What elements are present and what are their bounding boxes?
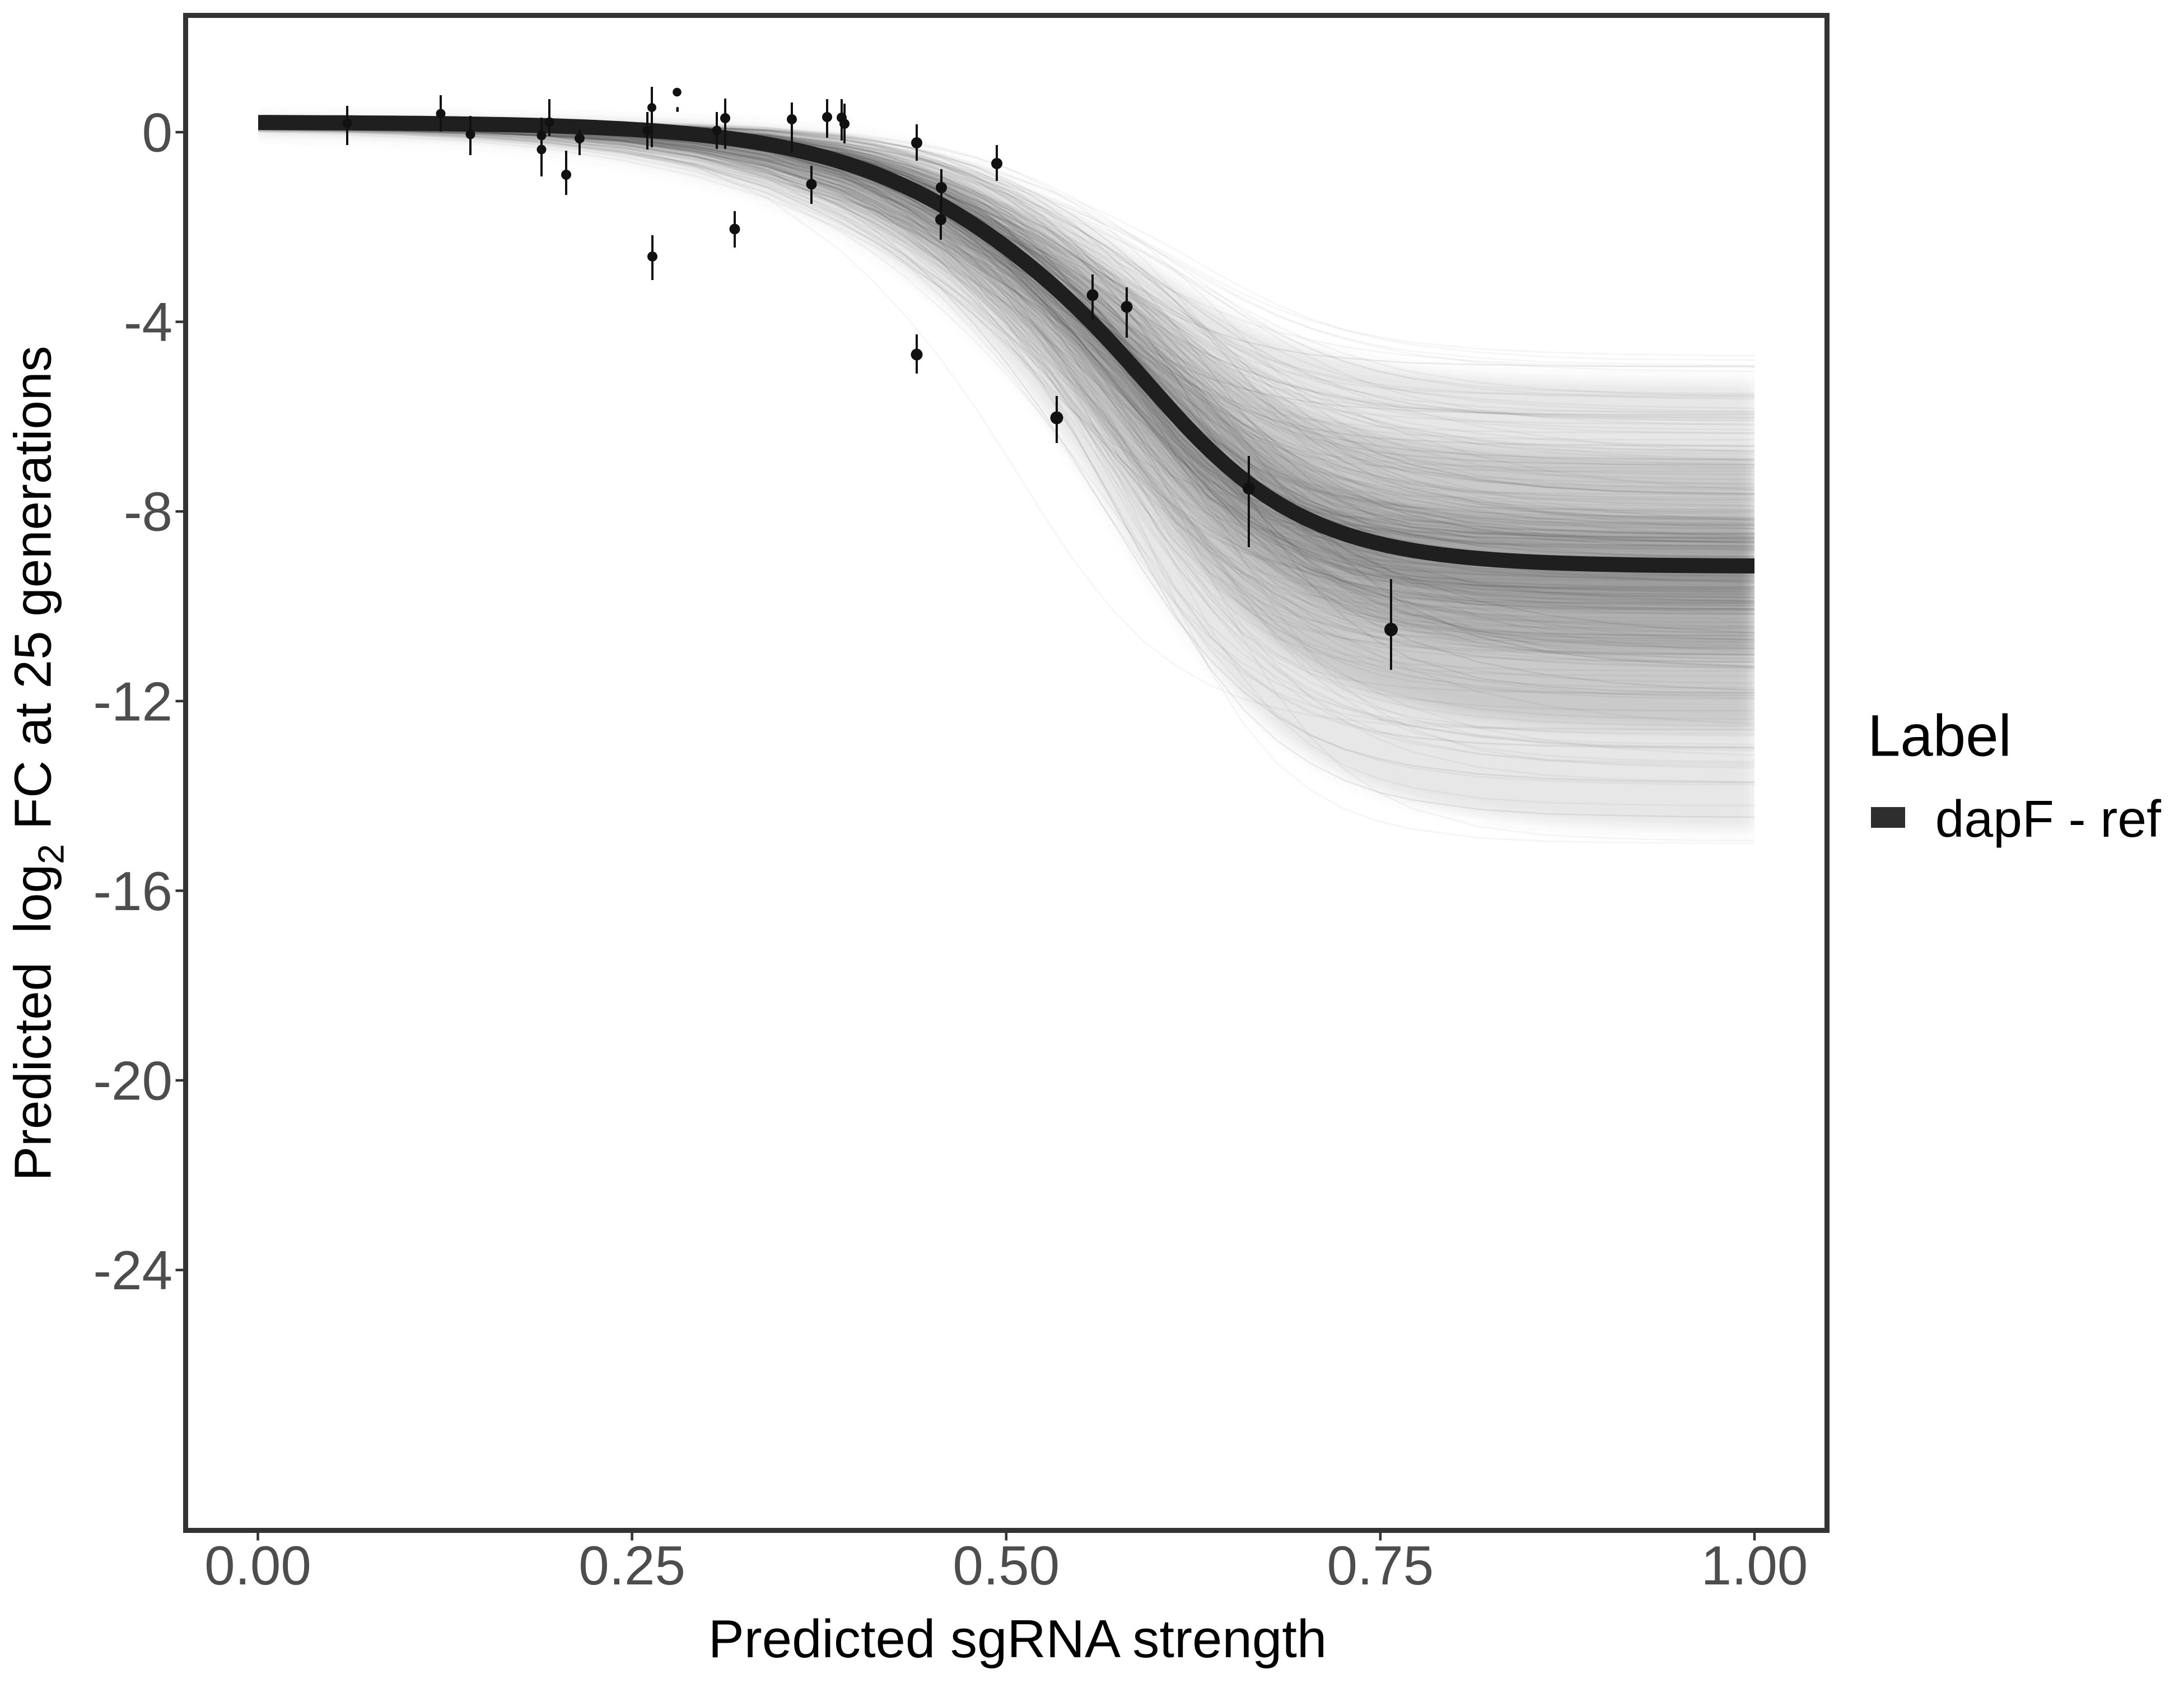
- svg-text:0.75: 0.75: [1327, 1535, 1434, 1596]
- svg-text:-8: -8: [124, 481, 172, 543]
- svg-text:-4: -4: [124, 291, 172, 353]
- svg-text:0.00: 0.00: [204, 1535, 311, 1596]
- svg-text:dapF - ref: dapF - ref: [1935, 790, 2161, 848]
- svg-text:0: 0: [142, 102, 172, 164]
- svg-text:Predicted log2 FC at 25 gener: Predicted log2 FC at 25 generations: [4, 346, 72, 1181]
- svg-text:0.50: 0.50: [953, 1535, 1060, 1596]
- svg-text:1.00: 1.00: [1701, 1535, 1808, 1596]
- svg-text:-12: -12: [93, 670, 172, 732]
- svg-text:Label: Label: [1868, 703, 2012, 769]
- svg-text:-16: -16: [93, 860, 172, 922]
- svg-text:0.25: 0.25: [578, 1535, 685, 1596]
- svg-text:-20: -20: [93, 1050, 172, 1112]
- svg-text:-24: -24: [93, 1239, 172, 1301]
- svg-text:Predicted sgRNA strength: Predicted sgRNA strength: [708, 1609, 1327, 1669]
